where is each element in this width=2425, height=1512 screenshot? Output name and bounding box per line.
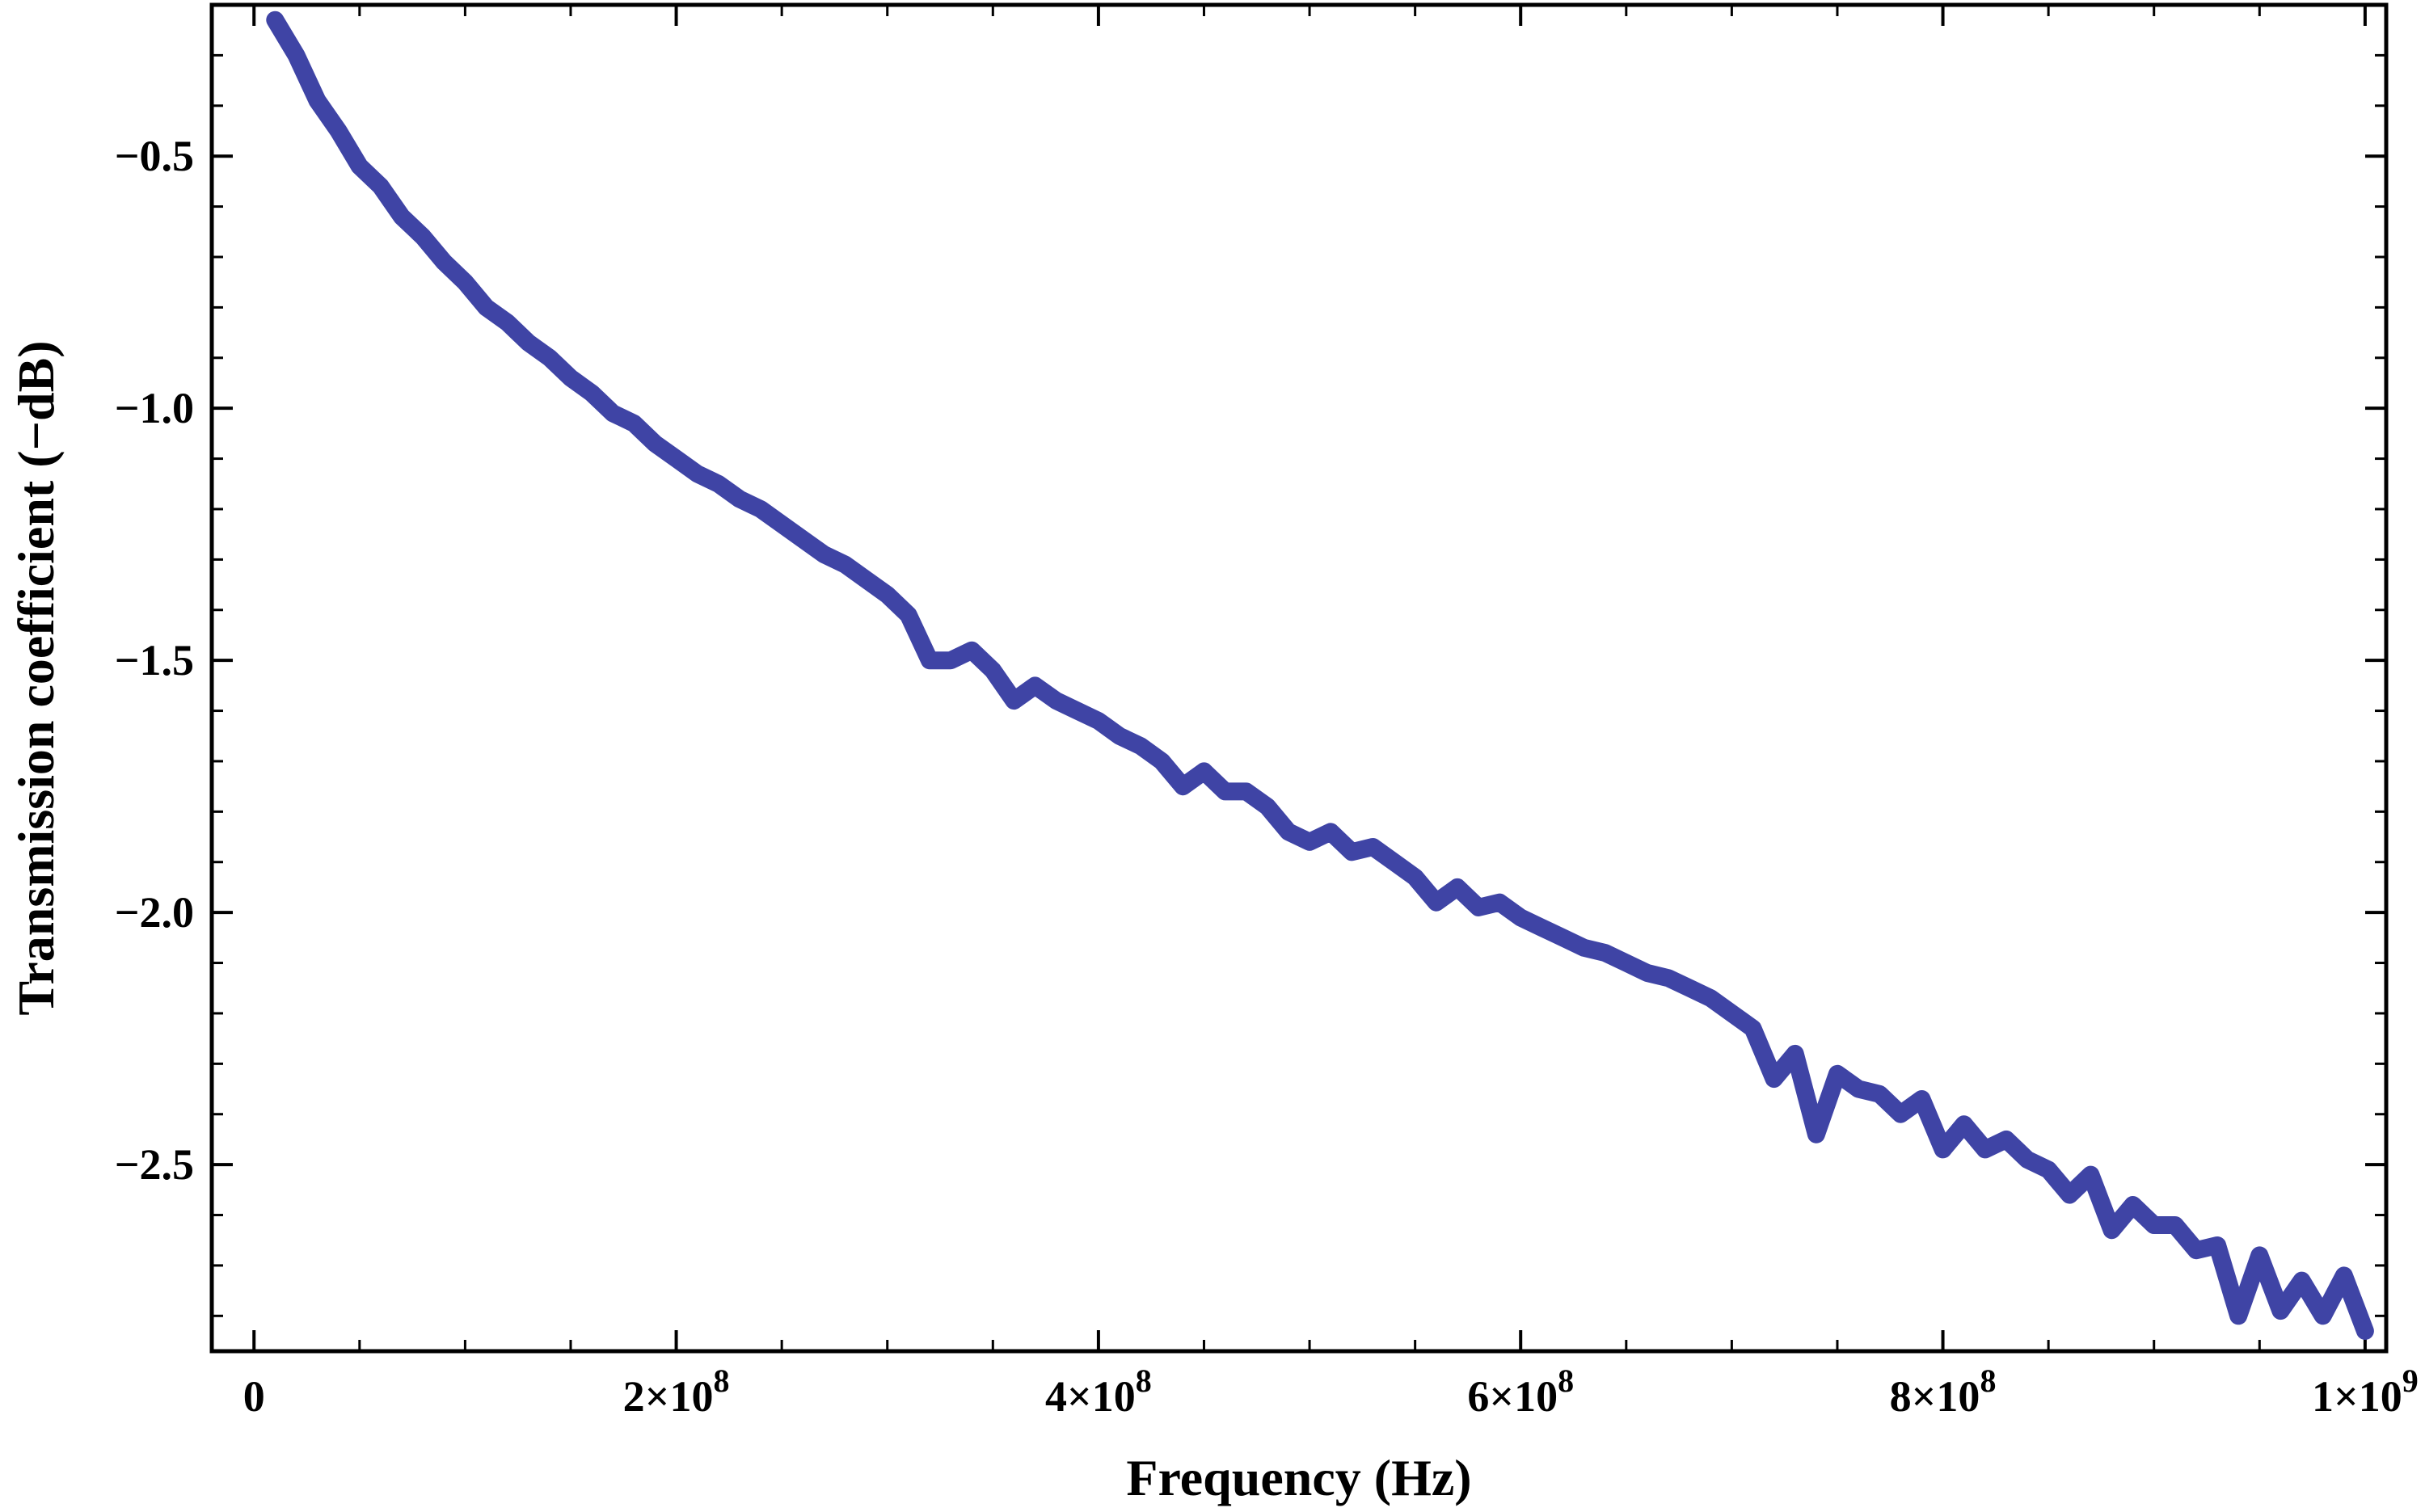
x-tick-label-base: 1×10 (2312, 1372, 2402, 1421)
x-tick-label: 2×108 (623, 1362, 730, 1421)
y-axis-title: Transmission coefficient (−dB) (7, 340, 65, 1015)
x-tick-label-base: 6×10 (1467, 1372, 1558, 1421)
x-tick-label: 1×109 (2312, 1362, 2419, 1421)
x-tick-label-base: 2×10 (623, 1372, 714, 1421)
x-tick-label: 6×108 (1467, 1362, 1574, 1421)
x-tick-label-exponent: 8 (1558, 1362, 1574, 1399)
y-tick-label: −1.0 (115, 384, 194, 432)
x-tick-labels: 0 2×108 4×108 6×108 8×108 1×109 (243, 1362, 2419, 1421)
x-tick-label: 4×108 (1045, 1362, 1152, 1421)
x-tick-label-base: 0 (243, 1372, 265, 1421)
x-tick-label-base: 8×10 (1890, 1372, 1980, 1421)
y-tick-labels: −0.5 −1.0 −1.5 −2.0 −2.5 (115, 132, 194, 1189)
plot-frame (209, 2, 2389, 1354)
x-tick-label-base: 4×10 (1045, 1372, 1136, 1421)
x-tick-label: 0 (243, 1372, 265, 1421)
y-major-ticks (212, 154, 2386, 1167)
y-tick-label: −1.5 (115, 636, 194, 684)
x-minor-ticks (252, 5, 2367, 1351)
x-tick-label: 8×108 (1890, 1362, 1997, 1421)
x-tick-label-exponent: 9 (2402, 1362, 2419, 1399)
y-tick-label: −0.5 (115, 132, 194, 180)
series-line-transmission (266, 11, 2374, 1340)
x-tick-label-exponent: 8 (1136, 1362, 1152, 1399)
y-minor-ticks (212, 53, 2386, 1317)
y-tick-label: −2.5 (115, 1140, 194, 1189)
x-major-ticks (252, 5, 2367, 1351)
y-tick-label: −2.0 (115, 888, 194, 937)
x-tick-label-exponent: 8 (1980, 1362, 1996, 1399)
x-tick-label-exponent: 8 (713, 1362, 729, 1399)
x-axis-title: Frequency (Hz) (1126, 1449, 1471, 1506)
